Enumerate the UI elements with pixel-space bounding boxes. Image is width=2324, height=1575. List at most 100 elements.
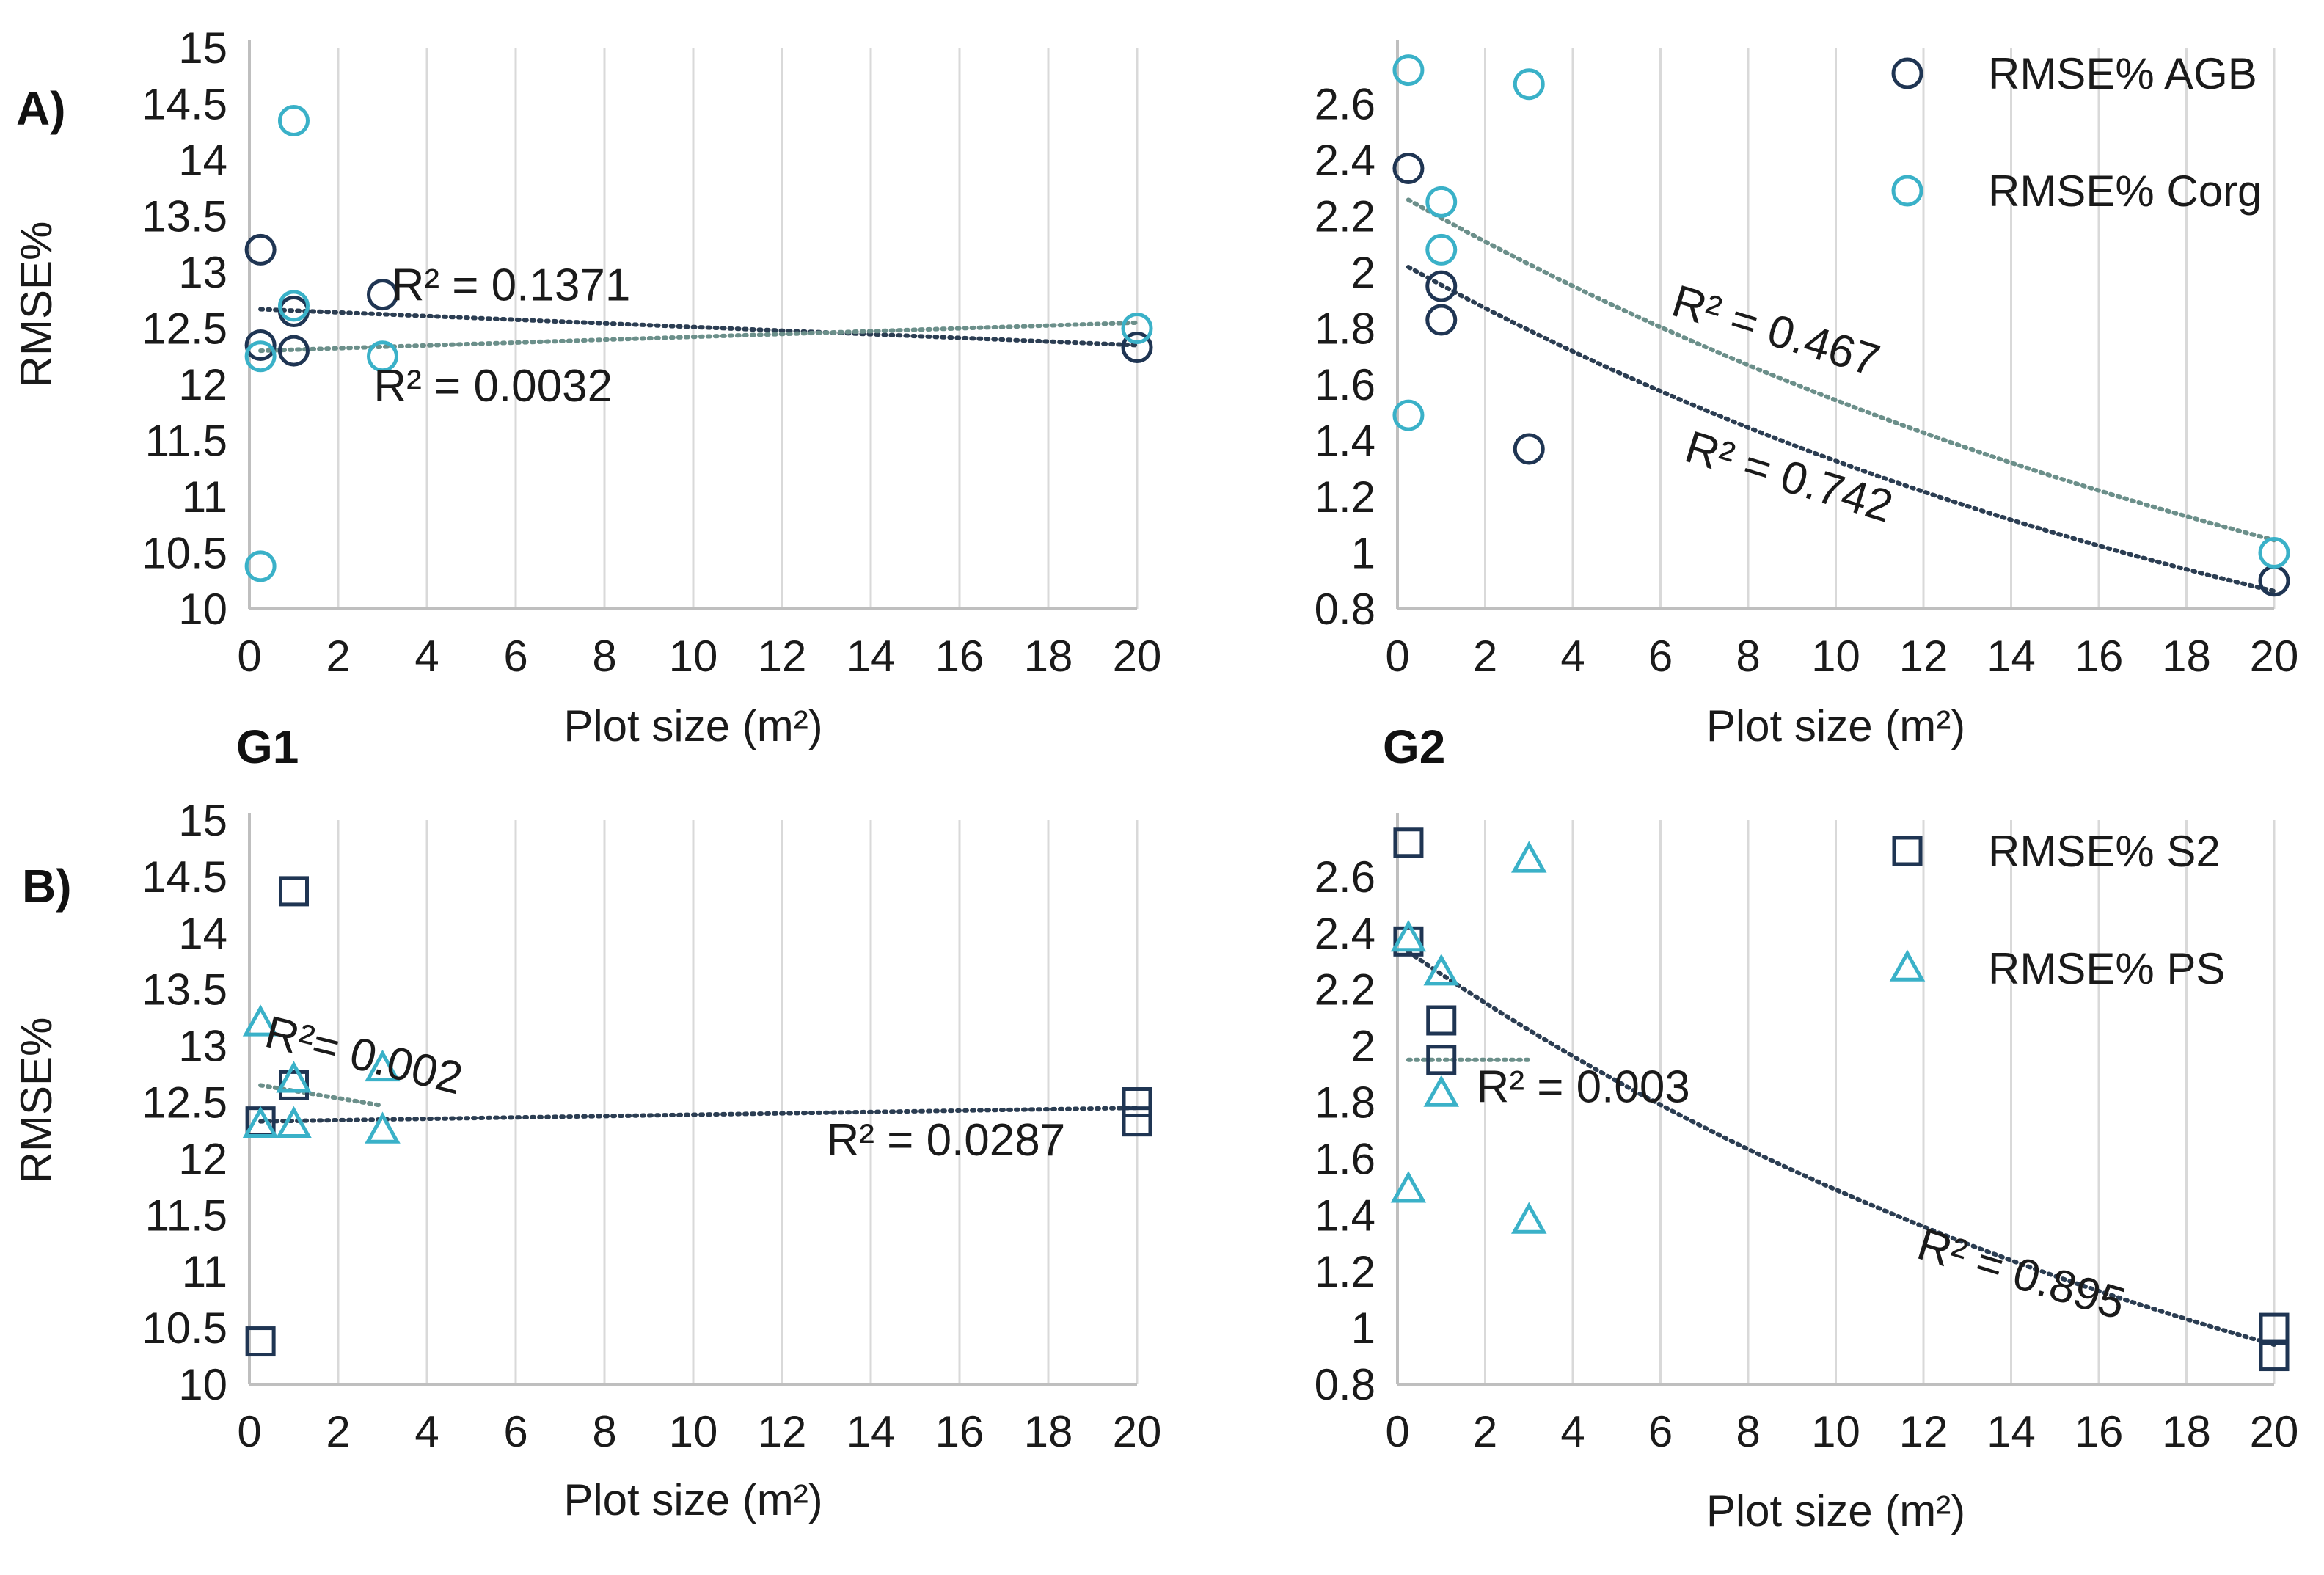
x-tick-label: 18 xyxy=(2162,632,2211,681)
y-tick-label: 2 xyxy=(1351,1022,1375,1071)
x-tick-label: 16 xyxy=(935,632,984,681)
x-tick-label: 14 xyxy=(1987,632,2036,681)
y-tick-label: 10 xyxy=(178,585,227,634)
data-point xyxy=(1121,332,1153,364)
y-tick-label: 14.5 xyxy=(142,80,227,129)
x-tick-label: 10 xyxy=(669,632,718,681)
y-tick-label: 10.5 xyxy=(142,1304,227,1353)
legend-label: RMSE% Corg xyxy=(1988,167,2262,216)
y-tick-label: 13.5 xyxy=(142,965,227,1015)
x-tick-label: 4 xyxy=(1560,632,1585,681)
data-point xyxy=(2258,537,2290,569)
y-tick-label: 10 xyxy=(178,1360,227,1409)
y-tick-label: 12 xyxy=(178,360,227,409)
data-point xyxy=(1425,233,1458,266)
y-tick-label: 1.4 xyxy=(1315,1191,1375,1240)
x-axis-title: Plot size (m²) xyxy=(563,701,822,750)
x-tick-label: 12 xyxy=(758,1407,807,1456)
data-point xyxy=(245,1326,276,1357)
trendline xyxy=(1406,265,2276,593)
x-tick-label: 10 xyxy=(1811,632,1860,681)
data-point xyxy=(1425,270,1458,302)
data-point xyxy=(1510,1202,1547,1234)
y-tick-label: 11.5 xyxy=(145,417,227,466)
x-tick-label: 6 xyxy=(1648,632,1673,681)
x-tick-label: 10 xyxy=(669,1407,718,1456)
data-point xyxy=(278,104,310,136)
x-tick-label: 18 xyxy=(2162,1407,2211,1456)
data-point xyxy=(1392,152,1425,184)
data-point xyxy=(1392,54,1425,87)
x-tick-label: 0 xyxy=(1385,1407,1409,1456)
y-tick-label: 11 xyxy=(182,1247,227,1296)
y-tick-label: 13.5 xyxy=(142,192,227,241)
y-tick-label: 14 xyxy=(178,909,227,958)
data-point xyxy=(278,290,310,322)
legend-marker xyxy=(1891,175,1923,207)
x-tick-label: 12 xyxy=(1899,1407,1948,1456)
data-point xyxy=(365,1049,401,1082)
y-tick-label: 12.5 xyxy=(142,304,227,354)
legend-marker xyxy=(1889,949,1926,982)
r-squared-label: R² = 0.0287 xyxy=(827,1115,1066,1166)
data-point xyxy=(2259,1341,2290,1372)
data-point xyxy=(242,1004,279,1037)
data-point xyxy=(367,279,398,311)
data-point xyxy=(1426,1005,1457,1036)
y-tick-label: 11 xyxy=(182,472,227,522)
y-tick-label: 2.4 xyxy=(1315,909,1375,958)
x-tick-label: 10 xyxy=(1811,1407,1860,1456)
x-tick-label: 8 xyxy=(592,632,616,681)
x-tick-label: 0 xyxy=(237,1407,261,1456)
x-tick-label: 2 xyxy=(326,632,350,681)
trendline xyxy=(258,320,1139,354)
data-point xyxy=(367,340,398,373)
x-tick-label: 18 xyxy=(1024,632,1073,681)
x-tick-label: 14 xyxy=(1987,1407,2036,1456)
y-tick-label: 10.5 xyxy=(142,529,227,578)
data-point xyxy=(1426,1045,1457,1075)
panel-label-b: B) xyxy=(22,860,72,913)
x-tick-label: 20 xyxy=(1113,1407,1162,1456)
chart-a-g2: 0 2 4 6 8 10 12 14 16 18 20 0.8 1 1.2 1.4 1.6 1.8 2 2.2 2.4… xyxy=(1315,40,2298,750)
y-tick-label: 15 xyxy=(178,23,227,73)
data-point xyxy=(1513,68,1545,101)
y-tick-label: 2 xyxy=(1351,248,1375,297)
data-point xyxy=(1390,1171,1427,1203)
y-axis-title: RMSE% xyxy=(12,222,61,388)
x-tick-label: 6 xyxy=(503,1407,527,1456)
data-point xyxy=(242,1106,279,1139)
y-tick-label: 2.4 xyxy=(1315,136,1375,185)
x-tick-label: 4 xyxy=(414,1407,439,1456)
trendline xyxy=(258,307,1139,348)
x-tick-label: 18 xyxy=(1024,1407,1073,1456)
legend-marker xyxy=(1892,836,1923,866)
data-point xyxy=(1423,954,1460,986)
x-tick-label: 4 xyxy=(1560,1407,1585,1456)
chart-b-g2: 0 2 4 6 8 10 12 14 16 18 20 0.8 1 1.2 1.4 1.6 1.8 2 2.2 2.4… xyxy=(1315,813,2298,1535)
x-tick-label: 16 xyxy=(2075,1407,2124,1456)
y-tick-label: 2.6 xyxy=(1315,852,1375,902)
x-tick-label: 0 xyxy=(1385,632,1409,681)
y-tick-label: 1 xyxy=(1351,1304,1375,1353)
y-tick-label: 1.6 xyxy=(1315,360,1375,409)
legend-label: RMSE% S2 xyxy=(1988,827,2221,876)
x-tick-label: 2 xyxy=(1473,632,1497,681)
y-tick-label: 1.4 xyxy=(1315,417,1375,466)
y-tick-label: 11.5 xyxy=(145,1191,227,1240)
data-point xyxy=(1390,919,1427,952)
y-tick-label: 12 xyxy=(178,1134,227,1183)
y-tick-label: 2.2 xyxy=(1315,192,1375,241)
y-tick-label: 0.8 xyxy=(1315,585,1375,634)
data-point xyxy=(244,340,277,373)
data-point xyxy=(1122,1087,1152,1117)
x-tick-label: 14 xyxy=(847,1407,896,1456)
y-tick-label: 1.8 xyxy=(1315,1078,1375,1128)
legend-marker xyxy=(1891,57,1923,89)
r-squared-label: R² = 0.1371 xyxy=(392,260,631,310)
x-tick-label: 6 xyxy=(503,632,527,681)
x-tick-label: 16 xyxy=(2075,632,2124,681)
data-point xyxy=(1513,433,1545,465)
x-tick-label: 8 xyxy=(1736,1407,1760,1456)
y-tick-label: 13 xyxy=(178,1022,227,1071)
